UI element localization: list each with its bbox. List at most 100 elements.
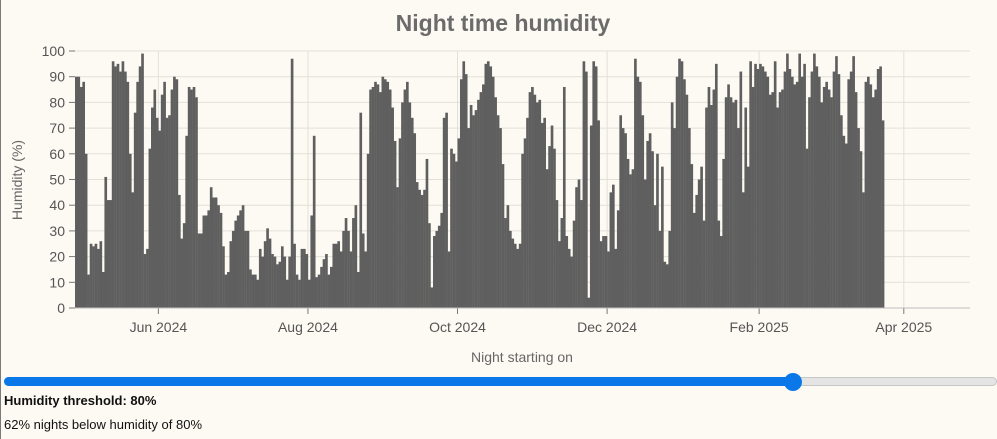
humidity-bar (592, 61, 596, 308)
humidity-bar (128, 153, 132, 308)
humidity-bar (575, 187, 578, 308)
humidity-bar (322, 259, 326, 308)
humidity-bar (278, 261, 282, 308)
humidity-bar (256, 279, 260, 308)
humidity-bar (604, 236, 608, 308)
humidity-bar (320, 266, 323, 308)
humidity-bar (114, 66, 117, 308)
humidity-bar (241, 205, 245, 308)
humidity-bar (415, 182, 419, 308)
humidity-bar (433, 236, 436, 308)
humidity-bar (692, 212, 696, 308)
x-tick-label: Feb 2025 (730, 319, 789, 335)
humidity-bar (190, 89, 193, 308)
humidity-bar (209, 187, 213, 308)
humidity-bar (236, 215, 240, 308)
humidity-bar (746, 166, 750, 308)
humidity-bar (195, 97, 198, 308)
humidity-bar (418, 189, 421, 308)
humidity-bar (668, 230, 672, 308)
humidity-bar (761, 66, 765, 308)
humidity-bar (803, 63, 806, 308)
humidity-bar (249, 269, 252, 308)
humidity-bar (555, 200, 559, 308)
y-tick-label: 90 (49, 69, 65, 85)
humidity-bar (793, 84, 797, 308)
bar-series (75, 53, 885, 309)
humidity-bar (374, 81, 377, 308)
humidity-bar (266, 228, 269, 308)
humidity-bar (548, 146, 551, 308)
humidity-bar (840, 115, 843, 308)
humidity-bar (830, 97, 833, 308)
humidity-bar (651, 151, 654, 308)
humidity-bar (565, 236, 569, 308)
humidity-bar (722, 158, 725, 308)
humidity-bar (126, 81, 130, 308)
humidity-bar (104, 176, 108, 308)
humidity-bar (158, 130, 162, 308)
humidity-bar (494, 97, 497, 308)
humidity-bar (827, 89, 831, 308)
humidity-bar (491, 76, 495, 308)
humidity-bar (607, 251, 610, 308)
humidity-bar (285, 279, 289, 308)
humidity-bar (707, 86, 711, 308)
humidity-bar (857, 128, 860, 308)
humidity-bar (437, 225, 441, 308)
humidity-bar (509, 230, 512, 308)
humidity-bar (881, 120, 885, 308)
humidity-bar (258, 248, 262, 308)
humidity-bar (359, 112, 363, 309)
humidity-bar (732, 102, 735, 309)
y-tick-label: 0 (57, 300, 65, 316)
humidity-bar (116, 63, 120, 308)
humidity-bar (403, 89, 407, 308)
humidity-bar (109, 200, 112, 308)
humidity-bar (626, 158, 630, 308)
humidity-bar (347, 230, 350, 308)
humidity-bar (217, 205, 220, 308)
slider-thumb[interactable] (784, 373, 802, 391)
humidity-bar (717, 220, 721, 308)
humidity-bar (864, 81, 868, 308)
humidity-bar (817, 76, 821, 308)
humidity-bar (371, 86, 375, 308)
y-tick-label: 10 (49, 274, 65, 290)
humidity-bar (511, 238, 515, 308)
humidity-bar (239, 210, 242, 308)
humidity-bar (658, 230, 662, 308)
humidity-bar (300, 248, 304, 308)
humidity-bar (749, 61, 752, 308)
humidity-bar (543, 117, 546, 308)
humidity-bar (852, 56, 855, 308)
humidity-bar (219, 212, 223, 308)
humidity-bar (202, 215, 206, 308)
humidity-bar (661, 166, 664, 308)
humidity-bar (327, 274, 331, 308)
humidity-bar (408, 102, 412, 309)
humidity-bar (499, 128, 502, 308)
humidity-bar (222, 246, 225, 308)
humidity-bar (141, 53, 144, 308)
humidity-bar (675, 76, 679, 308)
humidity-bar (874, 89, 878, 308)
humidity-bar (315, 277, 318, 308)
humidity-bar (180, 238, 184, 308)
humidity-bar (165, 117, 169, 308)
humidity-threshold-slider[interactable] (4, 373, 997, 391)
humidity-bar (560, 218, 564, 308)
humidity-bar (739, 71, 743, 308)
humidity-bar (577, 179, 581, 308)
humidity-bar (106, 200, 110, 308)
humidity-bar (317, 274, 321, 308)
humidity-bar (825, 81, 828, 308)
humidity-bar (381, 76, 385, 308)
x-tick-label: Apr 2025 (875, 319, 932, 335)
humidity-bar (670, 102, 674, 309)
humidity-bar (94, 243, 98, 308)
humidity-bar (163, 81, 166, 308)
y-tick-label: 30 (49, 223, 65, 239)
humidity-bar (288, 256, 291, 308)
humidity-bar (550, 125, 554, 308)
